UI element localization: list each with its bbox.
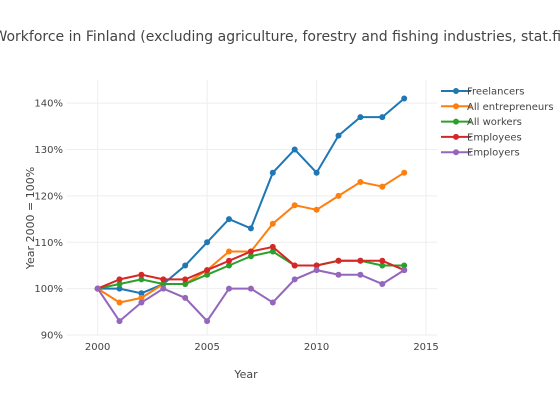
data-point[interactable]: [247, 248, 254, 255]
y-axis-ticks: 90% 100% 110% 120% 130% 140%: [34, 99, 63, 342]
data-point[interactable]: [138, 294, 145, 301]
data-point[interactable]: [182, 281, 189, 287]
series-line: [97, 171, 405, 304]
data-point[interactable]: [291, 202, 298, 209]
legend-item[interactable]: Freelancers: [441, 87, 524, 98]
chart-title: Workforce in Finland (excluding agricult…: [0, 29, 560, 45]
data-point[interactable]: [313, 262, 320, 269]
data-point[interactable]: [269, 248, 276, 255]
legend[interactable]: Freelancers All entrepreneurs All workers E…: [441, 87, 554, 159]
data-point[interactable]: [379, 257, 386, 264]
data-point[interactable]: [379, 183, 386, 190]
data-point[interactable]: [335, 132, 342, 139]
data-point[interactable]: [313, 206, 320, 213]
data-point[interactable]: [379, 114, 386, 121]
data-point[interactable]: [204, 318, 211, 325]
legend-marker-icon: [453, 149, 459, 156]
data-point[interactable]: [116, 285, 123, 292]
data-point[interactable]: [247, 253, 254, 260]
data-point[interactable]: [160, 285, 167, 292]
data-point[interactable]: [335, 192, 342, 199]
y-tick-label: 120%: [34, 191, 63, 202]
data-point[interactable]: [226, 285, 232, 292]
data-point[interactable]: [401, 169, 408, 176]
x-tick-label: 2010: [304, 342, 329, 353]
data-point[interactable]: [269, 220, 276, 227]
data-point[interactable]: [116, 276, 123, 283]
x-tick-label: 2000: [85, 342, 110, 353]
data-point[interactable]: [116, 318, 123, 325]
data-point[interactable]: [138, 299, 145, 306]
data-point[interactable]: [204, 239, 211, 246]
data-point[interactable]: [379, 281, 386, 287]
legend-label: Employers: [467, 148, 520, 159]
data-point[interactable]: [226, 248, 232, 255]
data-point[interactable]: [116, 299, 123, 306]
data-point[interactable]: [160, 281, 167, 287]
x-tick-label: 2015: [413, 342, 438, 353]
legend-item[interactable]: Employers: [441, 148, 520, 159]
legend-marker-icon: [453, 118, 459, 125]
data-point[interactable]: [226, 262, 232, 269]
data-point[interactable]: [291, 262, 298, 269]
y-tick-label: 110%: [34, 238, 63, 249]
data-point[interactable]: [291, 146, 298, 153]
data-point[interactable]: [269, 169, 276, 176]
data-point[interactable]: [313, 267, 320, 274]
data-point[interactable]: [313, 169, 320, 176]
data-point[interactable]: [204, 271, 211, 278]
data-point[interactable]: [182, 276, 189, 283]
data-point[interactable]: [116, 281, 123, 287]
x-tick-label: 2005: [194, 342, 219, 353]
data-point[interactable]: [379, 262, 386, 269]
data-point[interactable]: [94, 285, 101, 292]
series-employers[interactable]: [94, 267, 408, 325]
x-axis-label: Year: [233, 368, 258, 381]
legend-label: Freelancers: [467, 87, 524, 98]
data-point[interactable]: [291, 276, 298, 283]
series-lines: [94, 95, 408, 325]
data-point[interactable]: [269, 299, 276, 306]
data-point[interactable]: [138, 271, 145, 278]
y-axis-label: Year 2000 = 100%: [24, 167, 37, 270]
data-point[interactable]: [247, 285, 254, 292]
legend-marker-icon: [453, 103, 459, 110]
data-point[interactable]: [247, 225, 254, 232]
y-tick-label: 140%: [34, 99, 63, 110]
legend-label: All workers: [467, 117, 522, 128]
legend-item[interactable]: All workers: [441, 117, 522, 128]
data-point[interactable]: [357, 271, 364, 278]
data-point[interactable]: [401, 267, 408, 274]
legend-label: All entrepreneurs: [467, 102, 554, 113]
data-point[interactable]: [204, 267, 211, 274]
series-all-entrepreneurs[interactable]: [94, 169, 408, 306]
data-point[interactable]: [226, 257, 232, 264]
data-point[interactable]: [335, 257, 342, 264]
data-point[interactable]: [401, 262, 408, 269]
series-employees[interactable]: [94, 243, 408, 292]
data-point[interactable]: [335, 271, 342, 278]
data-point[interactable]: [269, 243, 276, 250]
data-point[interactable]: [357, 114, 364, 121]
legend-marker-icon: [453, 88, 459, 94]
legend-item[interactable]: Employees: [441, 132, 522, 143]
data-point[interactable]: [138, 276, 145, 283]
data-point[interactable]: [357, 257, 364, 264]
y-tick-label: 130%: [34, 145, 63, 156]
data-point[interactable]: [160, 276, 167, 283]
legend-marker-icon: [453, 133, 459, 140]
data-point[interactable]: [182, 294, 189, 301]
data-point[interactable]: [401, 95, 408, 102]
x-axis-ticks: 2000 2005 2010 2015: [85, 342, 439, 353]
series-all-workers[interactable]: [94, 248, 408, 292]
y-tick-label: 90%: [41, 331, 63, 342]
legend-label: Employees: [467, 132, 522, 143]
legend-item[interactable]: All entrepreneurs: [441, 102, 554, 113]
data-point[interactable]: [357, 179, 364, 185]
data-point[interactable]: [226, 216, 232, 223]
data-point[interactable]: [182, 262, 189, 269]
y-tick-label: 100%: [34, 284, 63, 295]
data-point[interactable]: [138, 290, 145, 297]
